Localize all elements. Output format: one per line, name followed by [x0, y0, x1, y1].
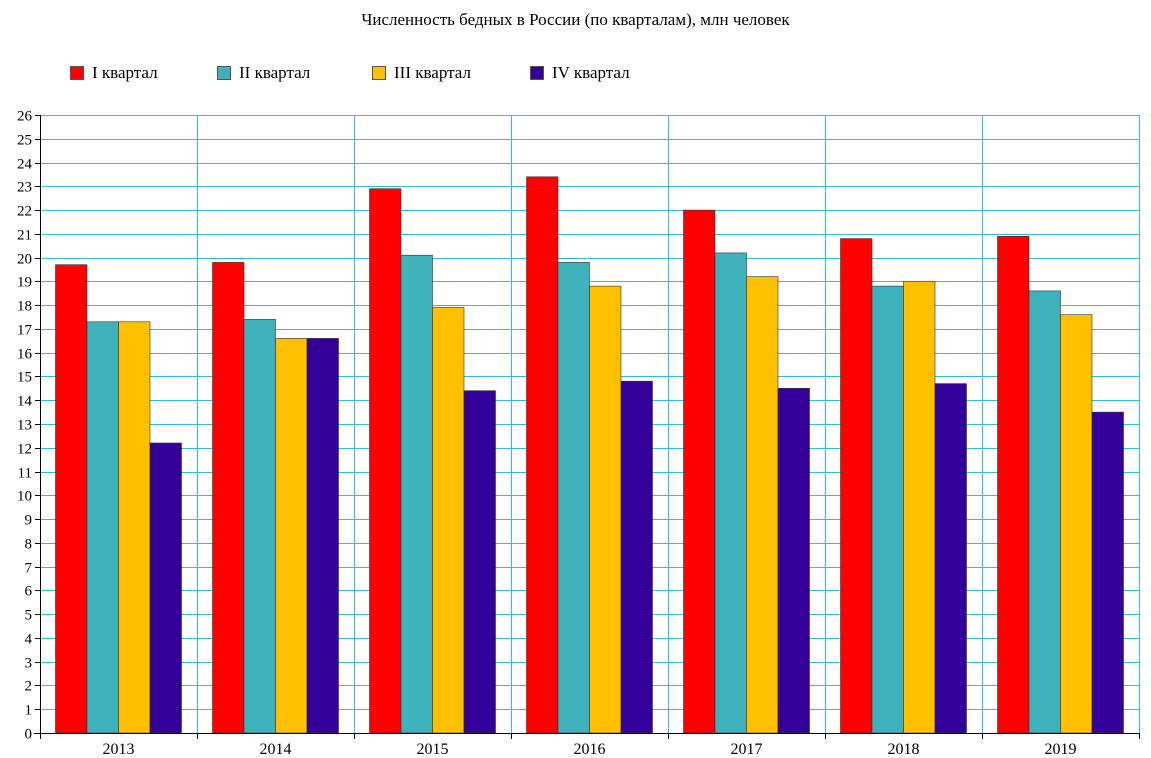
x-tick-label: 2013 — [103, 741, 135, 758]
y-tick-label: 8 — [25, 537, 33, 553]
legend-swatch-q4 — [530, 66, 544, 80]
bar-2014-q4 — [306, 338, 339, 734]
bar-2013-q2 — [86, 321, 119, 734]
bar-2017-q4 — [777, 387, 810, 734]
bar-2019-q2 — [1028, 290, 1061, 734]
legend-item-q3: III квартал — [372, 63, 471, 83]
bar-2019-q1 — [997, 235, 1030, 734]
y-tick-label: 3 — [25, 656, 33, 672]
bar-2016-q4 — [620, 380, 653, 734]
y-tick-label: 22 — [17, 204, 32, 220]
y-tick-label: 5 — [25, 608, 33, 624]
bar-2015-q2 — [400, 254, 433, 734]
x-tick-label: 2015 — [417, 741, 449, 758]
legend-item-q4: IV квартал — [530, 63, 630, 83]
bar-2014-q1 — [212, 262, 245, 734]
chart-title: Численность бедных в России (по квартала… — [361, 10, 790, 29]
x-tick-label: 2017 — [731, 741, 763, 758]
bar-2016-q1 — [526, 176, 559, 734]
bar-2014-q3 — [275, 338, 308, 734]
legend-swatch-q2 — [217, 66, 231, 80]
bar-2015-q4 — [463, 390, 496, 734]
y-tick-label: 20 — [17, 252, 32, 268]
x-tick-label: 2018 — [888, 741, 920, 758]
legend-item-q2: II квартал — [217, 63, 310, 83]
bar-2019-q4 — [1091, 411, 1124, 734]
bar-2018-q1 — [840, 238, 873, 734]
y-tick-label: 18 — [17, 299, 32, 315]
y-tick-label: 15 — [17, 370, 32, 386]
y-tick-label: 25 — [17, 133, 32, 149]
bar-2013-q3 — [118, 321, 151, 734]
y-tick-label: 26 — [17, 109, 33, 125]
legend-label-q4: IV квартал — [552, 63, 630, 82]
x-tick-label: 2019 — [1045, 741, 1077, 758]
bar-2015-q1 — [369, 188, 402, 734]
bar-2019-q3 — [1060, 314, 1093, 734]
y-tick-label: 14 — [17, 394, 33, 410]
y-tick-label: 21 — [17, 228, 32, 244]
x-tick-label: 2016 — [574, 741, 606, 758]
bar-2017-q3 — [746, 276, 779, 734]
bar-2016-q3 — [589, 285, 622, 734]
y-tick-label: 24 — [17, 157, 33, 173]
y-tick-label: 23 — [17, 180, 32, 196]
legend-item-q1: I квартал — [70, 63, 158, 83]
y-tick-label: 2 — [25, 679, 33, 695]
y-tick-label: 19 — [17, 275, 32, 291]
legend-label-q2: II квартал — [239, 63, 311, 82]
bar-2018-q2 — [871, 285, 904, 734]
y-tick-label: 4 — [25, 632, 33, 648]
bar-2018-q4 — [934, 383, 967, 734]
y-tick-label: 11 — [18, 466, 32, 482]
bar-2014-q2 — [243, 319, 276, 734]
y-tick-label: 13 — [17, 418, 32, 434]
y-tick-label: 17 — [17, 323, 33, 339]
bar-2013-q1 — [55, 264, 88, 734]
y-tick-label: 12 — [17, 442, 32, 458]
bar-2018-q3 — [903, 281, 936, 734]
y-tick-label: 6 — [25, 584, 33, 600]
y-tick-label: 7 — [25, 561, 33, 577]
y-tick-label: 0 — [25, 727, 33, 743]
legend-label-q1: I квартал — [92, 63, 158, 82]
legend-swatch-q1 — [70, 66, 84, 80]
bar-2013-q4 — [149, 442, 182, 734]
y-tick-label: 10 — [17, 489, 32, 505]
y-tick-label: 1 — [25, 703, 33, 719]
bar-2015-q3 — [432, 307, 465, 734]
y-tick-label: 16 — [17, 347, 33, 363]
y-tick-label: 9 — [25, 513, 33, 529]
bar-2017-q1 — [683, 209, 716, 734]
legend-label-q3: III квартал — [394, 63, 471, 82]
bar-2017-q2 — [714, 252, 747, 734]
legend-swatch-q3 — [372, 66, 386, 80]
x-tick-label: 2014 — [260, 741, 292, 758]
bar-2016-q2 — [557, 262, 590, 734]
